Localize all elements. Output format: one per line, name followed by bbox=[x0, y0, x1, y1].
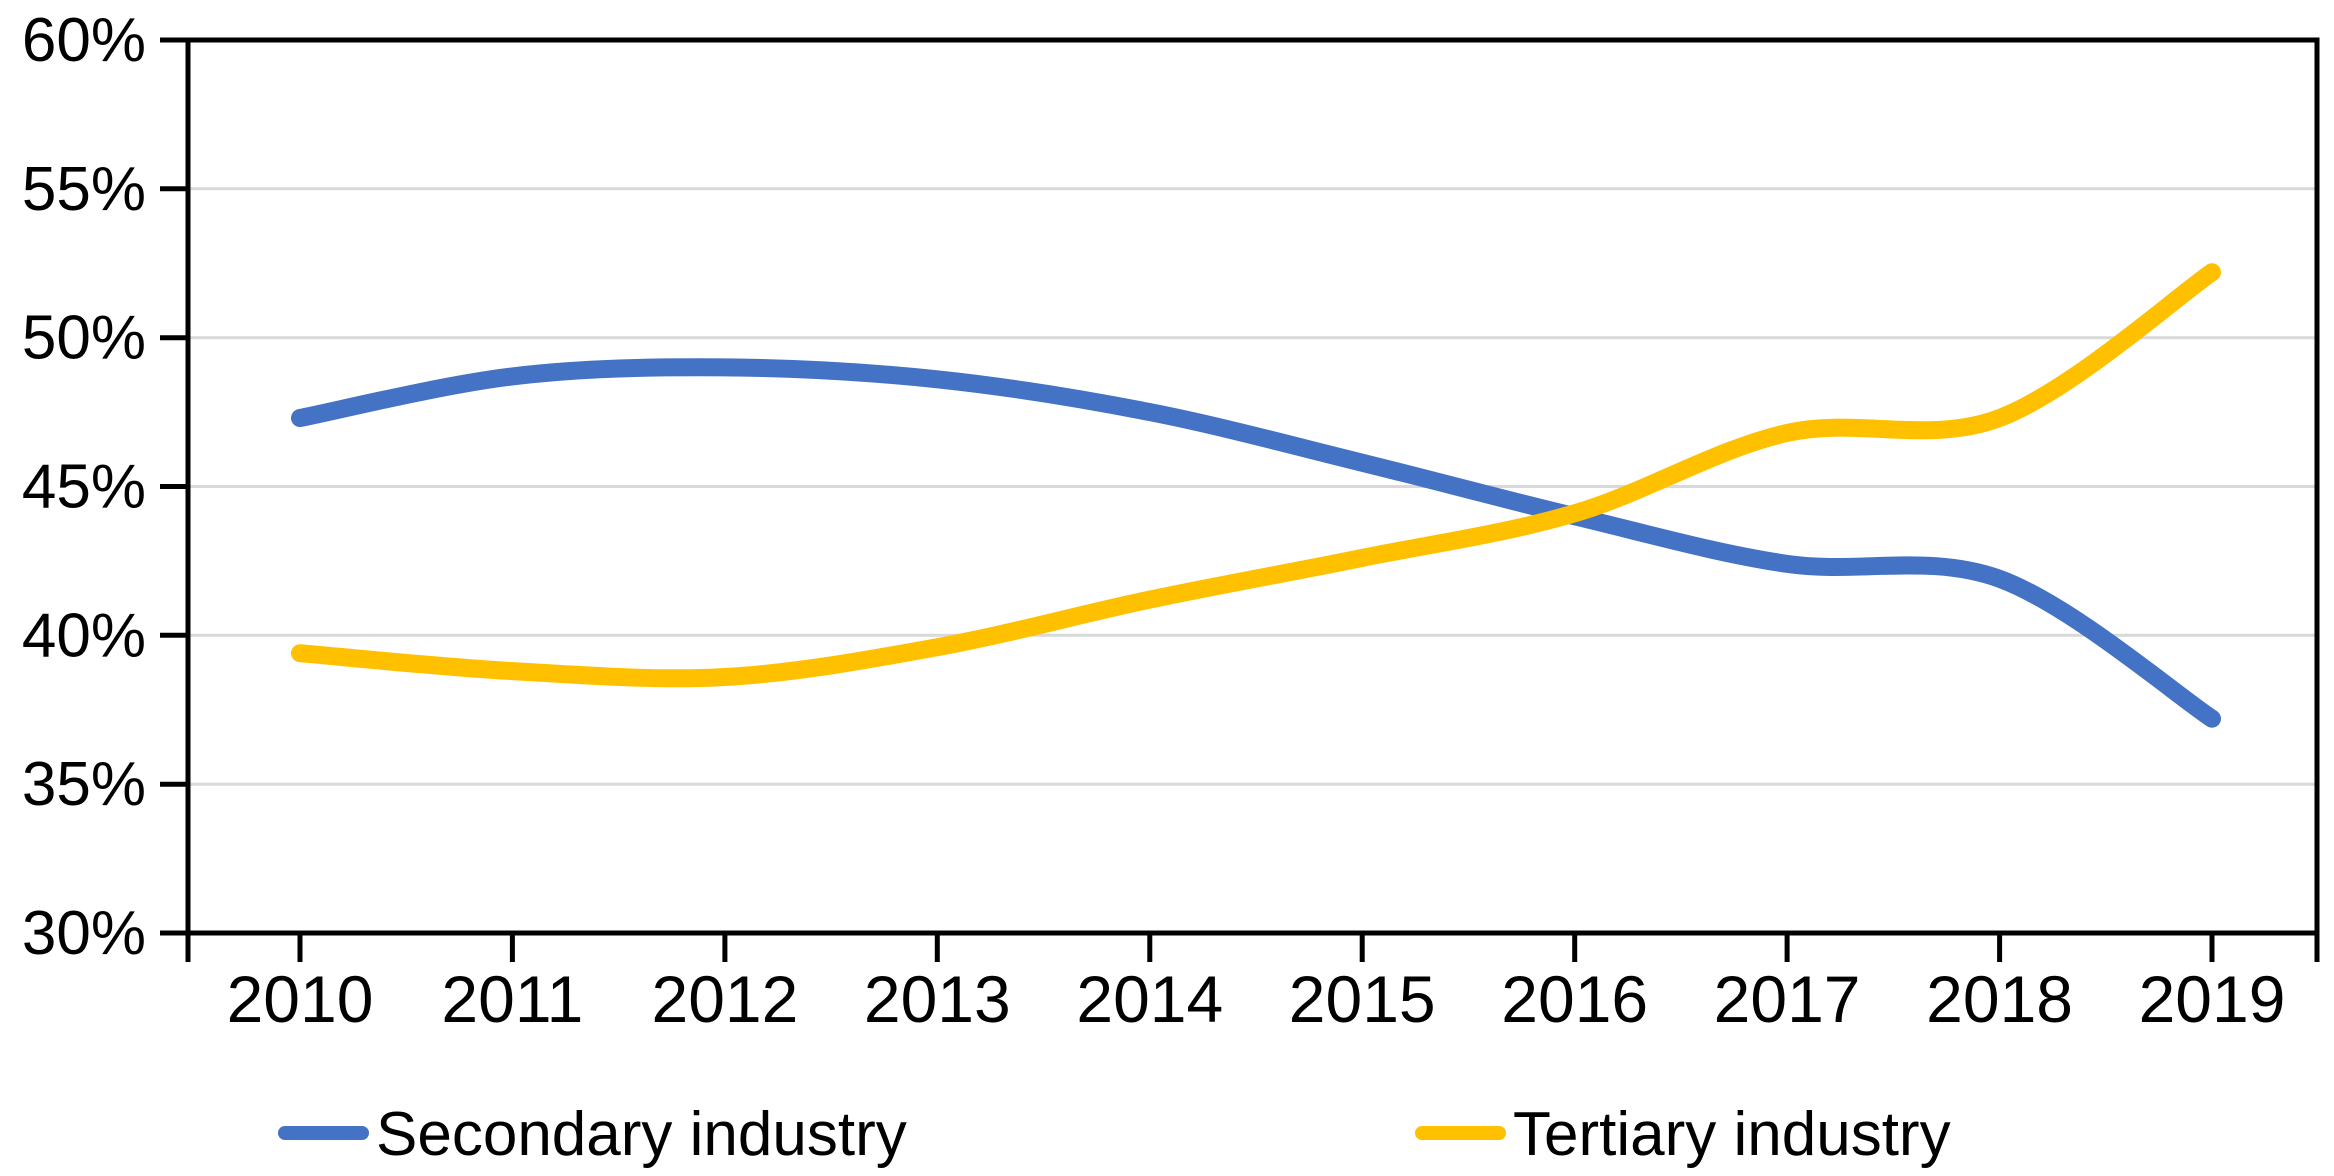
series-line-secondary-industry bbox=[291, 358, 2221, 728]
y-tick-label-30: 30% bbox=[22, 899, 146, 968]
x-tick-label-2011: 2011 bbox=[441, 962, 583, 1036]
legend-label-tertiary-industry: Tertiary industry bbox=[1513, 1100, 1951, 1169]
x-tick-label-2010: 2010 bbox=[227, 962, 374, 1036]
x-tick-label-2019: 2019 bbox=[2139, 962, 2286, 1036]
y-tick-label-50: 50% bbox=[22, 304, 146, 373]
legend-label-secondary-industry: Secondary industry bbox=[376, 1100, 907, 1169]
legend: Secondary industry Tertiary industry bbox=[278, 1100, 1951, 1169]
x-tick-label-2018: 2018 bbox=[1926, 962, 2073, 1036]
y-tick-label-40: 40% bbox=[22, 601, 146, 670]
gridlines bbox=[188, 187, 2317, 786]
x-tick-label-2017: 2017 bbox=[1714, 962, 1861, 1036]
y-tick-label-55: 55% bbox=[22, 155, 146, 224]
y-axis-ticks bbox=[160, 37, 188, 936]
x-tick-label-2015: 2015 bbox=[1289, 962, 1436, 1036]
x-axis-ticks bbox=[185, 933, 2320, 962]
series-line-tertiary-industry bbox=[291, 263, 2221, 688]
y-tick-label-60: 60% bbox=[22, 6, 146, 75]
series-lines bbox=[291, 263, 2221, 728]
y-tick-label-45: 45% bbox=[22, 453, 146, 522]
x-tick-label-2013: 2013 bbox=[864, 962, 1011, 1036]
y-tick-label-35: 35% bbox=[22, 750, 146, 819]
y-axis-labels: 30% 35% 40% 45% 50% 55% 60% bbox=[22, 6, 146, 968]
x-axis-labels: 2010 2011 2012 2013 2014 2015 2016 2017 2018 2019 bbox=[227, 962, 2286, 1036]
x-tick-label-2014: 2014 bbox=[1076, 962, 1223, 1036]
x-tick-label-2016: 2016 bbox=[1501, 962, 1648, 1036]
x-tick-label-2012: 2012 bbox=[651, 962, 798, 1036]
